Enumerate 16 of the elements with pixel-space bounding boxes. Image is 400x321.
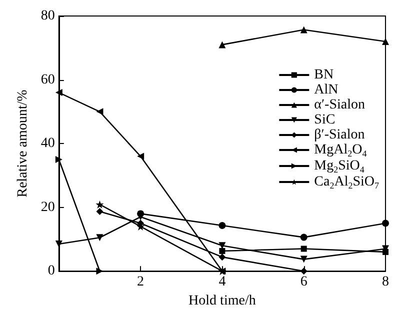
legend-label: SiC [314, 112, 336, 128]
y-axis-title: Relative amount/% [16, 89, 30, 198]
x-tick-label: 2 [137, 274, 144, 290]
y-tick-label: 0 [48, 264, 55, 279]
y-tick-label: 20 [40, 200, 55, 215]
y-tick-label: 40 [40, 136, 55, 152]
legend-label: β′-Sialon [314, 128, 365, 142]
y-tick-label: 80 [40, 8, 55, 24]
x-tick-label: 8 [382, 274, 389, 290]
legend-label: α′-Sialon [314, 98, 366, 112]
y-tick-label: 60 [40, 72, 55, 88]
x-tick-label: 4 [218, 274, 226, 290]
x-axis-title: Hold time/h [188, 294, 256, 308]
legend-label: AlN [314, 82, 338, 98]
legend-label: BN [314, 68, 334, 82]
x-tick-label: 6 [300, 274, 308, 290]
